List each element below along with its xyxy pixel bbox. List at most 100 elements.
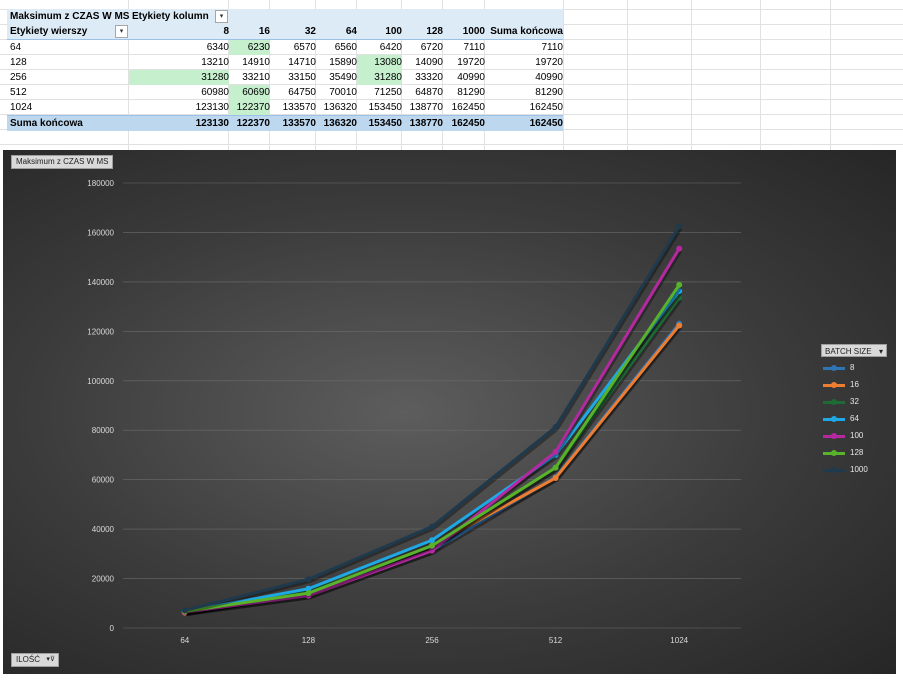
value-cell[interactable]: 136320 [323,102,357,113]
value-cell[interactable]: 64870 [415,87,443,98]
data-point[interactable] [552,474,559,481]
pivot-row: 128 13210 14910 14710 15890 13080 14090 … [7,55,563,70]
row-label[interactable]: 64 [10,42,22,53]
row-label[interactable]: 128 [10,57,27,68]
value-field-button[interactable]: Maksimum z CZAS W MS [11,155,114,169]
grand-total-total-cell[interactable]: 162450 [529,118,563,129]
total-cell[interactable]: 133570 [282,118,316,129]
data-point[interactable] [429,537,435,544]
row-labels-caption: Etykiety wierszy [10,26,88,37]
data-point[interactable] [676,322,683,329]
value-cell[interactable]: 70010 [329,87,357,98]
row-filter-funnel-icon[interactable]: ▾ [115,25,128,38]
series-1000[interactable] [181,223,683,615]
value-cell[interactable]: 81290 [457,87,485,98]
legend-field-button[interactable]: BATCH SIZE ▾ [821,344,887,357]
value-cell[interactable]: 31280 [201,72,229,83]
data-point[interactable] [552,448,559,455]
total-cell[interactable]: 138770 [409,118,443,129]
series-128[interactable] [181,281,683,616]
filter-dropdown-icon[interactable]: ▾⊽ [46,656,56,663]
value-cell[interactable]: 162450 [451,102,485,113]
value-cell[interactable]: 60980 [201,87,229,98]
column-header: 16 [258,26,270,37]
data-point[interactable] [305,585,312,592]
value-cell[interactable]: 14710 [288,57,316,68]
pivot-header-row-1: Maksimum z CZAS W MS Etykiety kolumn ▾ [7,9,563,24]
data-point[interactable] [676,294,683,301]
value-cell[interactable]: 33210 [242,72,270,83]
data-point[interactable] [552,464,559,471]
value-cell[interactable]: 40990 [457,72,485,83]
value-cell[interactable]: 13210 [201,57,229,68]
column-header: 32 [304,26,316,37]
total-cell[interactable]: 123130 [195,118,229,129]
data-point[interactable] [676,281,683,288]
value-cell[interactable]: 138770 [409,102,443,113]
axis-field-button[interactable]: ILOŚĆ ▾⊽ [11,653,60,667]
value-cell[interactable]: 122370 [236,102,270,113]
grand-total-cell[interactable]: 19720 [535,57,563,68]
series-line[interactable] [184,322,681,614]
data-point[interactable] [429,547,435,554]
value-cell[interactable]: 19720 [457,57,485,68]
value-cell[interactable]: 14910 [242,57,270,68]
total-cell[interactable]: 162450 [451,118,485,129]
data-point[interactable] [429,542,435,549]
y-tick-label: 40000 [92,525,115,534]
column-header: 64 [345,26,357,37]
value-cell[interactable]: 13080 [374,57,402,68]
column-header: 128 [426,26,443,37]
value-cell[interactable]: 71250 [374,87,402,98]
series-64[interactable] [181,287,683,616]
column-filter-dropdown-icon[interactable]: ▾ [215,10,228,23]
row-label[interactable]: 256 [10,72,27,83]
value-cell[interactable]: 14090 [415,57,443,68]
pivot-chart[interactable]: Maksimum z CZAS W MS ILOŚĆ ▾⊽ 0 20000 4000… [3,150,896,674]
grand-total-cell[interactable]: 162450 [529,102,563,113]
data-point[interactable] [676,245,683,252]
value-cell[interactable]: 6560 [334,42,357,53]
grand-total-cell[interactable]: 81290 [535,87,563,98]
data-point[interactable] [429,523,435,530]
grand-total-cell[interactable]: 7110 [541,42,563,53]
value-cell[interactable]: 133570 [282,102,316,113]
value-cell[interactable]: 123130 [195,102,229,113]
value-cell[interactable]: 64750 [288,87,316,98]
data-point[interactable] [181,607,188,614]
x-tick-label: 512 [549,636,563,645]
pivot-row: 256 31280 33210 33150 35490 31280 33320 … [7,70,563,85]
axis-field-label: ILOŚĆ [16,655,41,664]
value-cell[interactable]: 6570 [293,42,316,53]
legend-dropdown-icon[interactable]: ▾ [878,347,883,356]
total-cell[interactable]: 153450 [368,118,402,129]
row-label[interactable]: 1024 [10,102,33,113]
data-point[interactable] [552,424,559,431]
data-point[interactable] [305,576,312,583]
value-cell[interactable]: 33150 [288,72,316,83]
value-cell[interactable]: 7110 [463,42,485,53]
value-cell[interactable]: 35490 [329,72,357,83]
row-label[interactable]: 512 [10,87,27,98]
value-cell[interactable]: 6230 [247,42,270,53]
grand-total-cell[interactable]: 40990 [535,72,563,83]
series-line-shadow [185,291,683,616]
x-tick-label: 64 [180,636,189,645]
value-cell[interactable]: 6340 [206,42,229,53]
total-cell[interactable]: 136320 [323,118,357,129]
value-cell[interactable]: 6720 [420,42,443,53]
pivot-value-field-label[interactable]: Maksimum z CZAS W MS [10,11,130,22]
value-cell[interactable]: 15890 [329,57,357,68]
value-cell[interactable]: 60690 [242,87,270,98]
data-point[interactable] [676,223,683,230]
value-cell[interactable]: 33320 [415,72,443,83]
legend-marker [831,433,837,439]
data-point[interactable] [305,590,312,597]
value-cell[interactable]: 153450 [368,102,402,113]
value-cell[interactable]: 6420 [379,42,402,53]
total-cell[interactable]: 122370 [236,118,270,129]
series-line[interactable] [184,290,681,614]
grand-total-label[interactable]: Suma końcowa [10,118,83,129]
series-line[interactable] [184,284,681,613]
value-cell[interactable]: 31280 [374,72,402,83]
